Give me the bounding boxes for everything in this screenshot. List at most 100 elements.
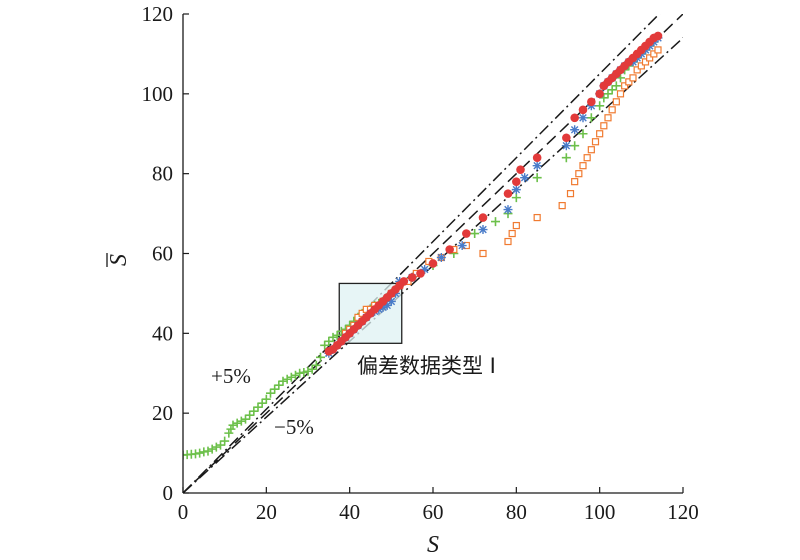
point-plus-56 [470,229,480,239]
point-square-42 [637,62,645,70]
point-plus-15 [236,416,246,426]
point-square-44 [646,54,654,62]
point-plus-17 [245,410,255,420]
point-square-25 [566,190,575,198]
x-tick-label-3: 60 [423,500,444,524]
point-plus-26 [282,374,292,384]
x-tick-label-2: 40 [339,500,360,524]
annotation-plus5: +5% [211,364,251,388]
point-asterisk-24 [511,185,521,195]
point-plus-4 [195,448,205,458]
point-circle-21 [428,259,438,268]
annotation-box-label: 偏差数据类型 I [357,354,496,378]
point-plus-18 [249,406,259,416]
point-circle-32 [587,97,596,107]
x-tick-label-0: 0 [178,500,189,524]
point-circle-23 [462,229,471,238]
point-asterisk-19 [420,264,430,274]
point-plus-13 [228,420,238,430]
point-square-26 [571,178,579,186]
point-plus-9 [216,440,225,450]
point-plus-61 [561,153,571,163]
point-plus-33 [311,360,321,370]
point-asterisk-22 [478,225,488,235]
point-circle-20 [416,269,425,278]
series-0-plus [183,37,659,460]
x-tick-label-4: 80 [506,500,527,524]
point-plus-7 [207,444,217,454]
point-circle-31 [578,105,588,115]
x-axis-title: S [427,532,439,558]
point-asterisk-28 [570,125,580,135]
point-square-35 [608,106,616,114]
data-points [183,31,663,460]
y-axis-title: S [106,254,132,266]
y-tick-label-4: 80 [152,162,173,186]
point-asterisk-21 [457,241,467,251]
point-plus-8 [211,442,221,452]
point-plus-38 [332,330,342,340]
y-tick-label-1: 20 [152,401,173,425]
annotation-minus5: −5% [274,415,314,439]
point-plus-27 [286,372,296,382]
point-plus-12 [226,424,236,434]
point-asterisk-15 [386,296,396,306]
point-plus-62 [570,141,580,151]
point-plus-6 [203,446,213,456]
y-tick-label-3: 60 [152,242,173,266]
point-square-46 [654,46,662,54]
point-plus-32 [307,364,317,374]
point-asterisk-14 [382,300,392,310]
point-plus-69 [611,81,621,91]
point-circle-19 [407,273,417,282]
point-square-41 [633,66,641,74]
x-tick-label-6: 120 [667,500,699,524]
point-circle-28 [532,153,542,162]
point-circle-18 [399,277,409,286]
point-square-22 [512,221,520,230]
point-asterisk-13 [378,302,388,312]
point-plus-28 [291,370,300,380]
point-asterisk-26 [532,161,542,171]
point-square-40 [629,74,637,82]
reference-line-1 [183,14,661,493]
point-square-37 [616,90,625,98]
point-plus-63 [578,129,588,139]
point-asterisk-27 [561,141,571,151]
point-square-29 [583,154,591,162]
point-plus-11 [224,428,234,438]
point-square-30 [587,146,595,154]
point-plus-25 [278,376,288,386]
point-square-31 [591,138,600,146]
point-square-38 [621,82,629,90]
point-square-27 [575,170,583,178]
point-plus-34 [316,352,325,362]
point-square-34 [604,114,612,122]
point-circle-29 [562,133,571,143]
point-plus-60 [532,173,542,183]
point-square-28 [579,162,587,170]
x-tick-label-1: 20 [256,500,277,524]
point-square-33 [600,122,608,130]
point-plus-37 [328,332,338,342]
point-plus-22 [266,388,275,398]
point-plus-14 [232,418,242,428]
y-tick-label-5: 100 [142,82,174,106]
point-square-45 [650,50,658,58]
point-plus-16 [241,414,250,424]
y-ticks: 0 20 40 60 80 100 120 [142,2,189,505]
point-square-20 [504,237,512,246]
point-asterisk-29 [578,113,588,123]
reference-line-2 [183,36,683,493]
point-asterisk-23 [503,205,513,215]
point-circle-24 [478,213,488,222]
point-square-21 [508,229,516,238]
point-circle-47 [653,31,663,41]
point-square-32 [596,130,604,138]
point-plus-65 [595,101,605,111]
y-tick-label-0: 0 [163,481,174,505]
point-plus-24 [274,380,284,390]
point-plus-31 [303,366,313,376]
point-circle-30 [570,113,579,123]
